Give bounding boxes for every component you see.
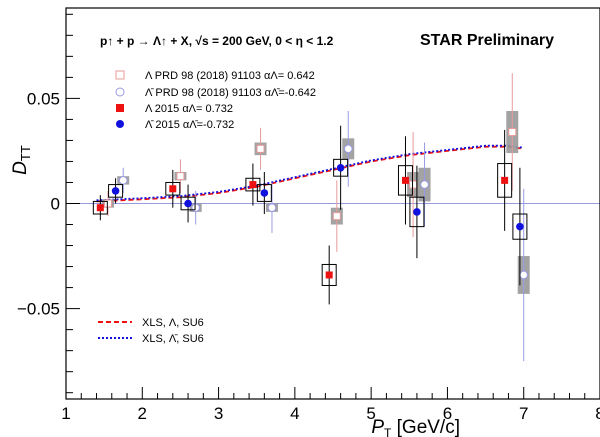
data-point <box>413 208 421 216</box>
x-tick-label: 8 <box>595 404 600 423</box>
x-tick-label: 6 <box>443 404 452 423</box>
legend-entry: Λ 2015 αΛ= 0.732 <box>145 103 233 115</box>
data-point <box>96 204 104 212</box>
legend-entry: Λ̄ PRD 98 (2018) 91103 αΛ̄=-0.642 <box>145 87 316 99</box>
data-point <box>325 271 333 279</box>
data-point <box>103 199 112 208</box>
data-point <box>169 185 177 193</box>
data-point <box>516 222 524 231</box>
legend-entry: XLS, Λ, SU6 <box>142 317 204 329</box>
data-point <box>111 187 120 195</box>
x-axis-title: PT [GeV/c] <box>371 417 460 437</box>
x-axis-unit: [GeV/c] <box>391 417 460 437</box>
legend-marker <box>115 87 125 97</box>
data-point <box>519 270 529 280</box>
legend-marker <box>115 70 125 80</box>
y-axis-title: DTT <box>10 145 33 175</box>
data-point <box>409 180 418 189</box>
axis-ticks: 1 2 3 4 5 6 7 8 0.05 0 −0.05 <box>17 13 600 423</box>
x-axis-symbol: P <box>371 417 384 437</box>
plot-area <box>66 73 600 362</box>
data-point <box>256 144 265 153</box>
data-point <box>176 172 185 181</box>
y-axis-symbol: D <box>10 161 31 175</box>
data-point <box>118 176 128 185</box>
x-tick-label: 2 <box>138 404 147 423</box>
y-tick-label: 0 <box>51 195 60 214</box>
x-tick-label: 7 <box>519 404 528 423</box>
data-point <box>420 180 429 189</box>
y-axis-subscript: TT <box>18 145 33 161</box>
data-point <box>332 212 341 221</box>
data-point <box>260 189 269 197</box>
x-tick-label: 4 <box>290 404 299 423</box>
data-point <box>508 128 517 137</box>
legend-entry: XLS, Λ̄, SU6 <box>142 333 204 345</box>
legend-marker <box>116 104 124 112</box>
theory-curve <box>96 144 524 202</box>
data-point <box>267 203 277 213</box>
legend-entry: Λ PRD 98 (2018) 91103 αΛ= 0.642 <box>145 70 315 82</box>
legend-entry: Λ̄ 2015 αΛ̄=-0.732 <box>145 119 234 131</box>
data-point <box>249 181 257 189</box>
data-point <box>336 163 345 172</box>
x-axis-subscript: T <box>384 426 392 437</box>
x-tick-label: 5 <box>366 404 375 423</box>
y-tick-label: −0.05 <box>17 300 60 319</box>
y-tick-label: 0.05 <box>27 89 60 108</box>
legend: Λ PRD 98 (2018) 91103 αΛ= 0.642 Λ̄ PRD 98… <box>98 70 316 345</box>
collaboration-label: STAR Preliminary <box>420 32 554 49</box>
legend-marker <box>116 120 124 128</box>
data-point <box>501 176 509 184</box>
data-point <box>343 144 353 154</box>
data-point <box>184 199 192 208</box>
data-point <box>191 203 200 213</box>
x-tick-label: 3 <box>214 404 223 423</box>
reaction-label: p↑ + p → Λ↑ + X, √s = 200 GeV, 0 < η < 1… <box>100 34 334 48</box>
data-point <box>401 176 409 184</box>
x-tick-label: 1 <box>61 404 70 423</box>
theory-curve <box>96 145 524 203</box>
